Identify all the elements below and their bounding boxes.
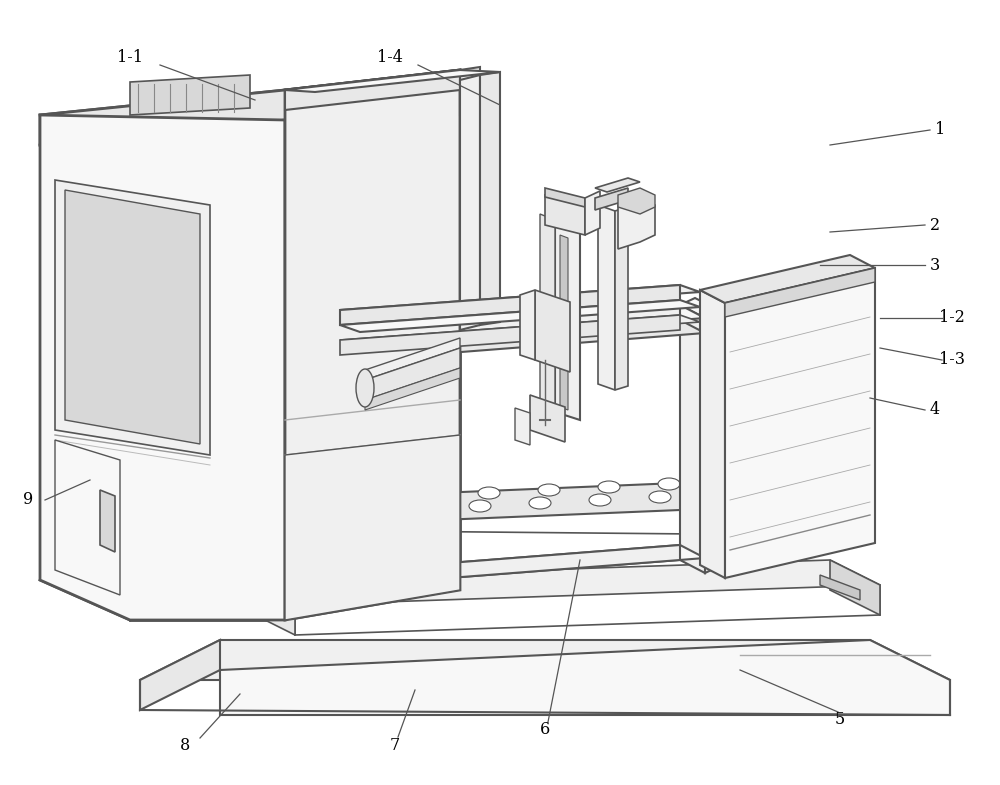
Polygon shape [618,198,655,249]
Polygon shape [365,348,460,400]
Text: 4: 4 [930,401,940,418]
Text: 2: 2 [930,217,940,233]
Polygon shape [585,191,600,235]
Polygon shape [140,640,220,710]
Polygon shape [340,300,700,332]
Polygon shape [340,285,700,317]
Polygon shape [595,178,640,192]
Polygon shape [295,305,705,348]
Polygon shape [285,70,460,110]
Polygon shape [615,207,628,390]
Polygon shape [540,214,555,412]
Polygon shape [598,205,615,390]
Polygon shape [460,75,480,330]
Text: 1-2: 1-2 [939,309,965,327]
Polygon shape [365,338,460,380]
Ellipse shape [478,487,500,499]
Ellipse shape [367,480,389,492]
Polygon shape [295,328,335,348]
Polygon shape [270,500,320,555]
Polygon shape [295,545,680,590]
Polygon shape [515,408,530,445]
Polygon shape [725,268,875,578]
Ellipse shape [349,506,371,518]
Polygon shape [340,285,680,325]
Polygon shape [40,70,460,145]
Polygon shape [245,580,295,635]
Polygon shape [245,560,880,605]
Polygon shape [40,115,285,620]
Ellipse shape [589,494,611,506]
Text: 9: 9 [23,491,33,509]
Ellipse shape [409,503,431,515]
Polygon shape [560,235,568,410]
Polygon shape [295,305,680,350]
Polygon shape [700,290,725,578]
Polygon shape [680,305,705,573]
Polygon shape [270,480,800,525]
Polygon shape [295,545,705,588]
Text: 7: 7 [390,736,400,754]
Ellipse shape [658,478,680,490]
Polygon shape [545,188,585,207]
Polygon shape [285,435,460,620]
Polygon shape [340,315,680,355]
Polygon shape [820,575,860,600]
Polygon shape [460,67,480,115]
Polygon shape [830,560,880,615]
Polygon shape [130,75,250,115]
Polygon shape [595,188,628,210]
Text: 1: 1 [935,122,945,138]
Ellipse shape [298,496,320,508]
Ellipse shape [358,493,380,505]
Polygon shape [555,220,580,420]
Polygon shape [285,70,460,620]
Polygon shape [65,190,200,444]
Polygon shape [285,70,500,92]
Polygon shape [55,440,120,595]
Ellipse shape [289,509,311,521]
Polygon shape [295,320,705,363]
Polygon shape [750,480,800,535]
Polygon shape [220,640,950,715]
Polygon shape [340,315,700,347]
Ellipse shape [529,497,551,509]
Polygon shape [545,195,585,235]
Polygon shape [100,490,115,552]
Polygon shape [365,368,460,410]
Polygon shape [520,290,535,360]
Text: 1-4: 1-4 [377,49,403,67]
Text: 5: 5 [835,711,845,728]
Text: 8: 8 [180,736,190,754]
Polygon shape [480,72,500,325]
Polygon shape [618,188,655,214]
Ellipse shape [598,481,620,493]
Text: 1-3: 1-3 [939,352,965,368]
Polygon shape [700,255,875,303]
Polygon shape [725,268,875,317]
Text: 6: 6 [540,721,550,739]
Polygon shape [295,335,320,603]
Ellipse shape [709,488,731,500]
Polygon shape [320,341,335,603]
Polygon shape [705,311,720,573]
Text: 3: 3 [930,257,940,273]
Polygon shape [530,395,565,442]
Ellipse shape [307,483,329,495]
Ellipse shape [538,484,560,496]
Text: 1-1: 1-1 [117,49,143,67]
Polygon shape [140,640,950,680]
Polygon shape [535,290,570,372]
Ellipse shape [469,500,491,512]
Ellipse shape [418,490,440,502]
Polygon shape [680,298,720,318]
Ellipse shape [356,369,374,407]
Polygon shape [55,180,210,455]
Ellipse shape [649,491,671,503]
